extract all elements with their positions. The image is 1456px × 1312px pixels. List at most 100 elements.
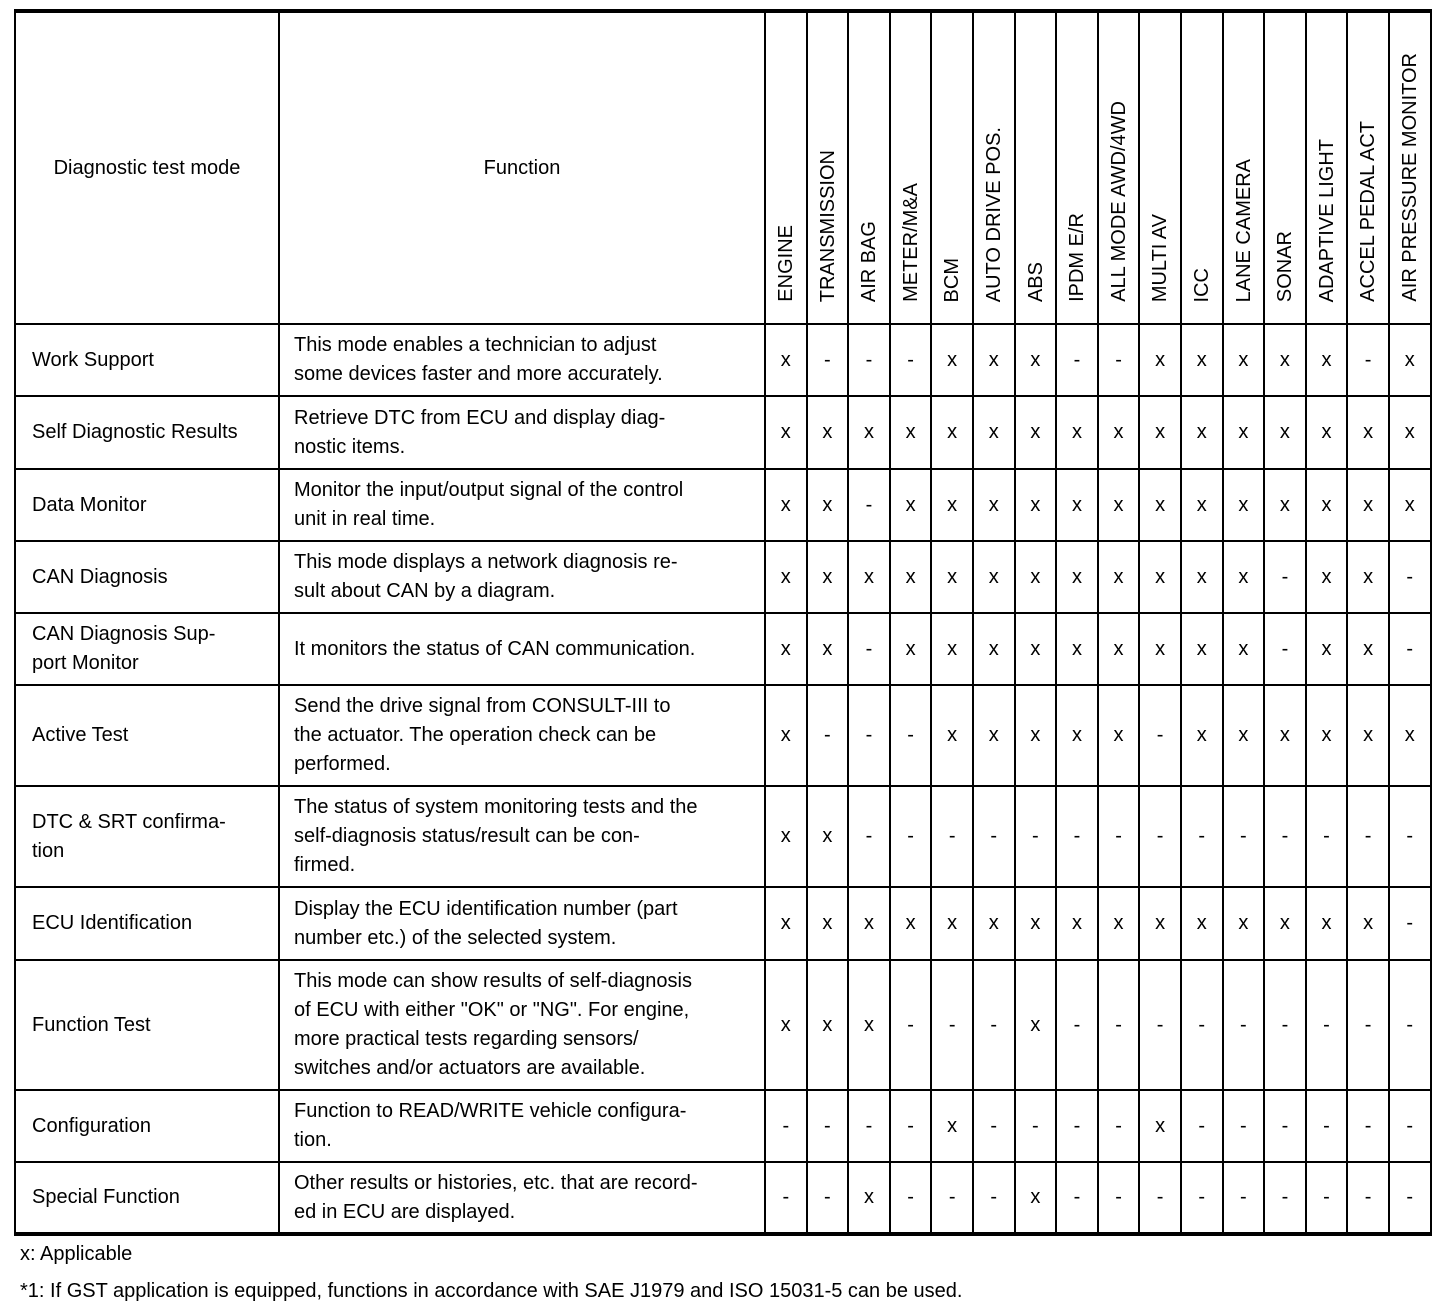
applicability-cell: - (1055, 1161, 1099, 1235)
applicability-cell: x (1179, 395, 1224, 470)
applicability-cell: - (1263, 1161, 1307, 1235)
mode-cell: Configuration (14, 1089, 280, 1163)
mode-cell: Work Support (14, 323, 280, 397)
header-system-label: TRANSMISSION (816, 149, 839, 302)
applicability-cell: - (1055, 959, 1099, 1091)
header-system: ADAPTIVE LIGHT (1304, 10, 1349, 325)
applicability-cell: x (1013, 886, 1058, 961)
applicability-cell: x (1263, 886, 1307, 961)
function-cell: Retrieve DTC from ECU and display diag- … (278, 395, 766, 470)
applicability-cell: x (764, 395, 808, 470)
header-system: AIR BAG (847, 10, 891, 325)
mode-cell: Self Diagnostic Results (14, 395, 280, 470)
applicability-cell: - (1387, 785, 1432, 888)
applicability-cell: x (1138, 1089, 1182, 1163)
applicability-cell: x (1096, 612, 1141, 686)
applicability-cell: x (1055, 395, 1099, 470)
applicability-cell: - (764, 1161, 808, 1235)
applicability-cell: - (1304, 1089, 1349, 1163)
diagnostic-mode-table: Diagnostic test mode Function ENGINE TRAN… (14, 9, 1432, 1236)
applicability-cell: x (1138, 612, 1182, 686)
applicability-cell: - (847, 684, 891, 787)
applicability-cell: x (764, 959, 808, 1091)
applicability-cell: - (1387, 540, 1432, 614)
mode-cell: Data Monitor (14, 468, 280, 542)
header-system: BCM (930, 10, 974, 325)
applicability-cell: x (1346, 468, 1390, 542)
applicability-cell: - (1096, 785, 1141, 888)
applicability-cell: x (764, 785, 808, 888)
table-row: Configuration Function to READ/WRITE vehi… (14, 1089, 1432, 1163)
applicability-cell: x (1013, 395, 1058, 470)
applicability-cell: x (1387, 684, 1432, 787)
applicability-cell: - (888, 323, 933, 397)
applicability-cell: - (847, 612, 891, 686)
applicability-cell: x (1013, 1161, 1058, 1235)
footnote: *1: If GST application is equipped, func… (20, 1280, 963, 1302)
applicability-cell: - (888, 1089, 933, 1163)
applicability-cell: x (930, 323, 974, 397)
applicability-cell: - (1179, 959, 1224, 1091)
applicability-cell: x (1221, 886, 1266, 961)
applicability-cell: - (888, 959, 933, 1091)
applicability-cell: x (971, 612, 1016, 686)
header-system-label: ADAPTIVE LIGHT (1315, 138, 1338, 302)
applicability-cell: x (1263, 395, 1307, 470)
function-cell: Monitor the input/output signal of the c… (278, 468, 766, 542)
applicability-cell: x (1055, 684, 1099, 787)
table-row: CAN Diagnosis This mode displays a networ… (14, 540, 1432, 614)
table-row: ECU Identification Display the ECU identi… (14, 886, 1432, 961)
header-system-label: AIR BAG (858, 220, 881, 302)
applicability-cell: x (1055, 468, 1099, 542)
mode-cell: CAN Diagnosis Sup- port Monitor (14, 612, 280, 686)
applicability-cell: x (1138, 540, 1182, 614)
header-system-label: AUTO DRIVE POS. (982, 126, 1005, 302)
applicability-cell: x (1304, 395, 1349, 470)
applicability-cell: x (1138, 395, 1182, 470)
applicability-cell: x (888, 395, 933, 470)
applicability-cell: - (1138, 785, 1182, 888)
applicability-cell: - (971, 959, 1016, 1091)
applicability-cell: x (1096, 684, 1141, 787)
applicability-cell: - (1387, 959, 1432, 1091)
applicability-cell: - (971, 1161, 1016, 1235)
applicability-cell: x (1387, 468, 1432, 542)
applicability-cell: x (1179, 323, 1224, 397)
applicability-cell: - (1221, 785, 1266, 888)
applicability-cell: - (971, 1089, 1016, 1163)
applicability-cell: - (1013, 785, 1058, 888)
applicability-cell: x (1221, 395, 1266, 470)
applicability-cell: x (1096, 468, 1141, 542)
applicability-cell: - (1263, 612, 1307, 686)
mode-cell: Function Test (14, 959, 280, 1091)
applicability-cell: - (1055, 1089, 1099, 1163)
applicability-cell: x (888, 540, 933, 614)
applicability-cell: - (1263, 1089, 1307, 1163)
applicability-cell: x (930, 395, 974, 470)
applicability-cell: - (1138, 959, 1182, 1091)
applicability-cell: x (1013, 468, 1058, 542)
applicability-cell: x (930, 1089, 974, 1163)
applicability-cell: x (1179, 612, 1224, 686)
applicability-cell: x (1179, 540, 1224, 614)
table-row: Work Support This mode enables a technici… (14, 323, 1432, 397)
function-cell: This mode can show results of self-diagn… (278, 959, 766, 1091)
applicability-cell: - (971, 785, 1016, 888)
applicability-cell: x (764, 886, 808, 961)
function-cell: The status of system monitoring tests an… (278, 785, 766, 888)
header-system-label: LANE CAMERA (1232, 158, 1255, 302)
applicability-cell: x (847, 886, 891, 961)
applicability-cell: x (1013, 612, 1058, 686)
header-diagnostic-test-mode: Diagnostic test mode (14, 10, 280, 325)
applicability-cell: x (971, 395, 1016, 470)
applicability-cell: - (1304, 1161, 1349, 1235)
header-system-label: ICC (1190, 267, 1213, 302)
applicability-cell: x (1221, 468, 1266, 542)
applicability-cell: x (1263, 468, 1307, 542)
applicability-cell: x (805, 959, 850, 1091)
applicability-cell: - (805, 1161, 850, 1235)
applicability-cell: x (847, 540, 891, 614)
header-system-label: ENGINE (775, 225, 797, 302)
header-system: TRANSMISSION (805, 10, 850, 325)
applicability-cell: - (1263, 959, 1307, 1091)
